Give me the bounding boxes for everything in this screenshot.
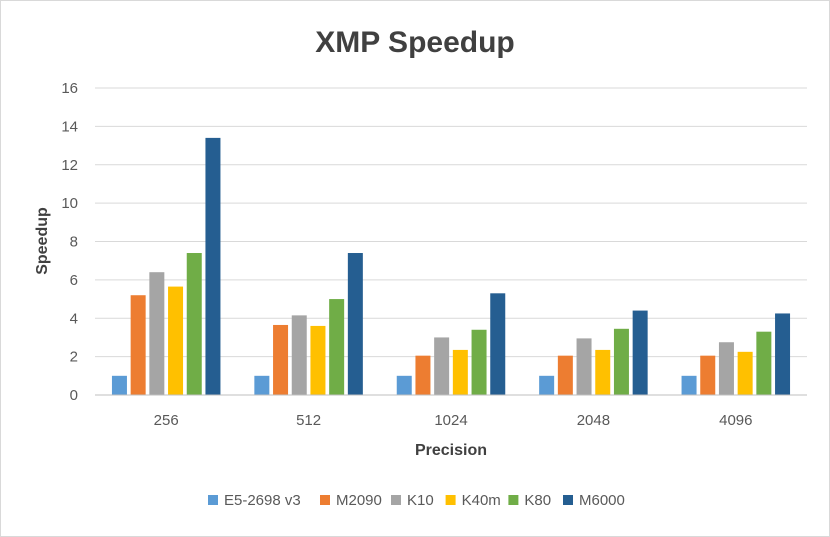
bar-k80-1024 (471, 329, 487, 395)
legend-item: E5-2698 v3 (208, 492, 301, 509)
bar-k80-256 (186, 253, 202, 395)
y-tick-label: 14 (61, 118, 78, 135)
y-tick-labels: 0 2 4 6 8 10 12 14 16 (61, 80, 78, 404)
legend-item: M2090 (320, 492, 382, 509)
bar-k80-512 (329, 299, 345, 395)
legend-label: M6000 (579, 492, 625, 509)
x-tick-labels: 256 512 1024 2048 4096 (154, 412, 753, 429)
bar-k10-512 (291, 315, 307, 395)
bar-k80-4096 (756, 331, 772, 395)
bar-k40m-256 (168, 286, 184, 395)
bar-k40m-4096 (737, 351, 753, 395)
bar-m2090-4096 (700, 355, 716, 395)
bars (111, 137, 791, 395)
y-tick-label: 6 (70, 272, 78, 289)
x-tick-label: 2048 (577, 412, 610, 429)
legend-swatch (508, 495, 519, 505)
legend-item: K40m (445, 492, 501, 509)
bar-m6000-512 (347, 253, 363, 395)
bar-k80-2048 (613, 328, 629, 395)
x-tick-label: 256 (154, 412, 179, 429)
bar-e5-2698-v3-1024 (396, 375, 412, 395)
legend-swatch (563, 495, 573, 505)
bar-k10-1024 (434, 337, 450, 395)
y-tick-label: 10 (61, 195, 78, 212)
y-tick-label: 16 (61, 80, 78, 97)
legend-label: M2090 (336, 492, 382, 509)
legend-label: K40m (462, 492, 501, 509)
bar-m2090-2048 (557, 355, 573, 395)
bar-e5-2698-v3-256 (111, 375, 127, 395)
legend-label: K10 (407, 492, 434, 509)
bar-m6000-1024 (490, 293, 506, 395)
bar-e5-2698-v3-2048 (539, 375, 555, 395)
bar-k10-2048 (576, 338, 592, 395)
legend-swatch (391, 495, 401, 505)
y-tick-label: 12 (61, 157, 78, 174)
y-tick-label: 0 (70, 387, 78, 404)
legend-swatch (208, 495, 218, 505)
legend: E5-2698 v3 M2090 K10 K40m K80 M6000 (208, 492, 625, 509)
x-tick-label: 4096 (719, 412, 752, 429)
legend-label: K80 (524, 492, 551, 509)
bar-m2090-256 (130, 295, 146, 395)
y-axis-title: Speedup (34, 207, 51, 275)
legend-label: E5-2698 v3 (224, 492, 301, 509)
bar-k40m-1024 (452, 349, 468, 395)
bar-e5-2698-v3-4096 (681, 375, 697, 395)
y-tick-label: 2 (70, 349, 78, 366)
bar-m6000-2048 (632, 310, 648, 395)
legend-item: K10 (391, 492, 434, 509)
legend-item: K80 (508, 492, 551, 509)
legend-swatch (320, 495, 330, 505)
legend-swatch (445, 495, 456, 505)
bar-k40m-512 (310, 325, 326, 395)
bar-m6000-4096 (775, 313, 791, 395)
bar-m2090-512 (273, 324, 289, 395)
bar-k10-4096 (718, 342, 734, 395)
bar-m6000-256 (205, 137, 221, 395)
x-tick-label: 1024 (434, 412, 467, 429)
y-tick-label: 8 (70, 234, 78, 251)
chart-title: XMP Speedup (315, 26, 514, 59)
bar-e5-2698-v3-512 (254, 375, 270, 395)
y-tick-label: 4 (70, 310, 78, 327)
bar-m2090-1024 (415, 355, 431, 395)
x-tick-label: 512 (296, 412, 321, 429)
bar-k10-256 (149, 272, 165, 395)
bar-k40m-2048 (595, 349, 611, 395)
x-axis-title: Precision (415, 442, 487, 459)
legend-item: M6000 (563, 492, 625, 509)
